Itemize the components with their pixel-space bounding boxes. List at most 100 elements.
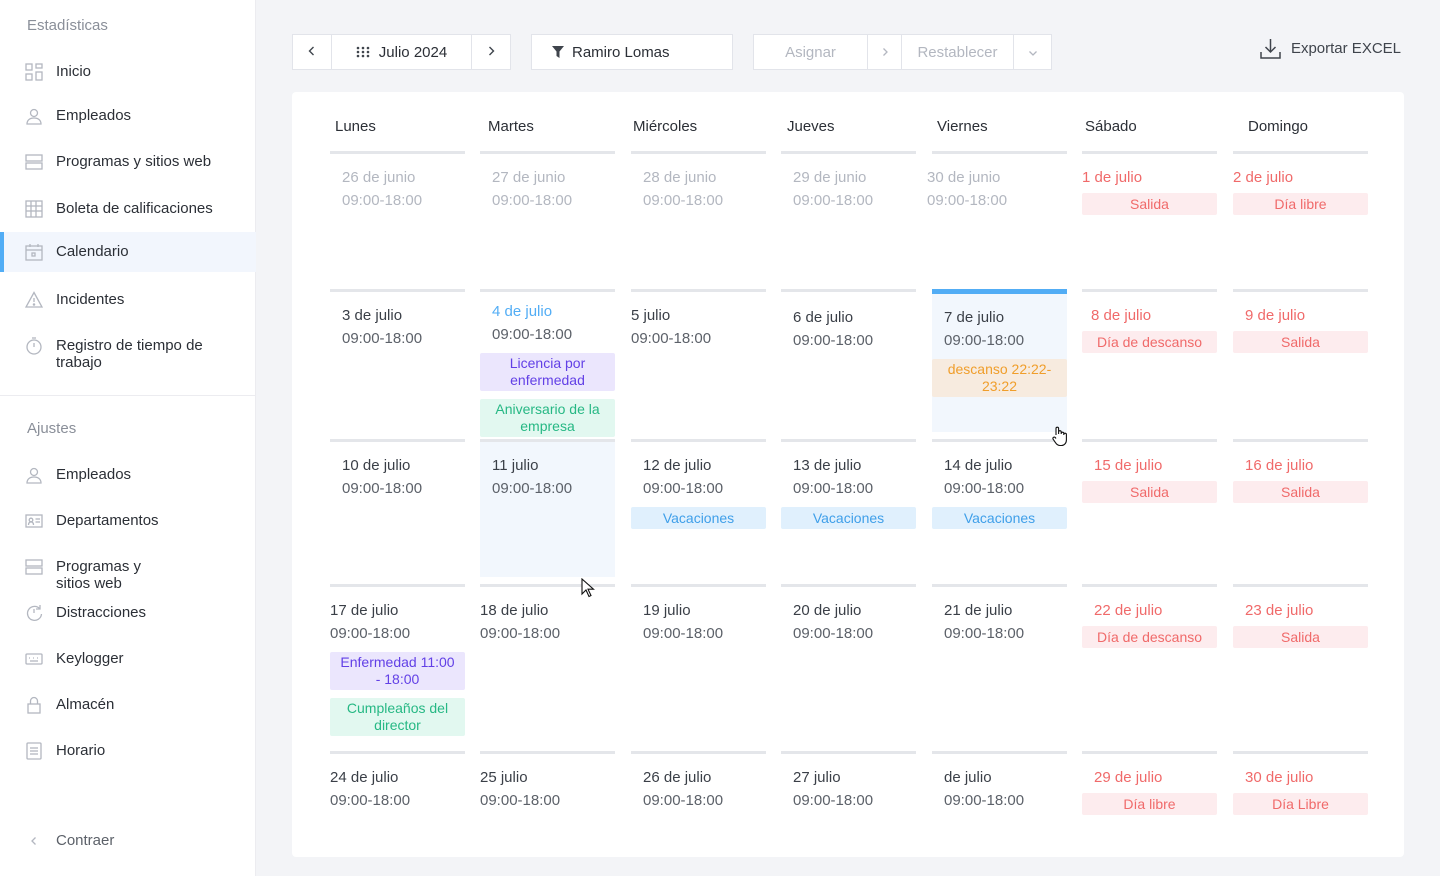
sidebar-item-ajustes-programas[interactable]: Programas y sitios web <box>0 557 256 597</box>
calendar-day-cell[interactable]: 13 de julio 09:00-18:00 Vacaciones <box>781 439 916 577</box>
calendar-day-cell[interactable]: 30 de julio Día Libre <box>1233 751 1368 850</box>
list-icon <box>24 557 44 577</box>
event-tag[interactable]: Enfermedad 11:00 - 18:00 <box>330 652 465 690</box>
event-tag[interactable]: Día Libre <box>1233 793 1368 815</box>
calendar-day-cell[interactable]: 16 de julio Salida <box>1233 439 1368 577</box>
calendar-day-cell[interactable]: 1 de julio Salida <box>1082 151 1217 282</box>
calendar-day-cell[interactable]: de julio 09:00-18:00 <box>932 751 1067 850</box>
sidebar-item-registro[interactable]: Registro de tiempo de trabajo <box>0 336 256 376</box>
calendar-day-cell[interactable]: 26 de junio 09:00-18:00 <box>330 151 465 282</box>
sidebar-item-keylogger[interactable]: Keylogger <box>0 649 256 669</box>
assign-next-button[interactable] <box>867 34 902 70</box>
event-tag[interactable]: Salida <box>1233 331 1368 353</box>
calendar-day-cell[interactable]: 15 de julio Salida <box>1082 439 1217 577</box>
event-tag[interactable]: Vacaciones <box>781 507 916 529</box>
calendar-day-cell[interactable]: 29 de junio 09:00-18:00 <box>781 151 916 282</box>
calendar-day-cell[interactable]: 22 de julio Día de descanso <box>1082 584 1217 744</box>
calendar-day-cell[interactable]: 24 de julio 09:00-18:00 <box>330 751 465 850</box>
day-date: 22 de julio <box>1094 602 1163 619</box>
sidebar-item-empleados[interactable]: Empleados <box>0 106 256 126</box>
weekday-header: Sábado <box>1085 118 1137 135</box>
event-tag[interactable]: Salida <box>1082 193 1217 215</box>
calendar-icon <box>24 242 44 262</box>
settings-section-title: Ajustes <box>27 420 77 437</box>
day-date: 29 de julio <box>1094 769 1163 786</box>
calendar-day-cell[interactable]: 30 de junio 09:00-18:00 <box>927 151 1067 282</box>
event-tag[interactable]: Cumpleaños del director <box>330 698 465 736</box>
event-tag[interactable]: Día libre <box>1233 193 1368 215</box>
calendar-day-cell[interactable]: 8 de julio Día de descanso <box>1082 289 1217 432</box>
list-icon <box>24 152 44 172</box>
reset-button[interactable]: Restablecer <box>901 34 1014 70</box>
event-tag[interactable]: Aniversario de la empresa <box>480 399 615 437</box>
event-tag[interactable]: Día de descanso <box>1082 331 1217 353</box>
day-date: 5 julio <box>631 307 671 324</box>
calendar-day-cell[interactable]: 26 de julio 09:00-18:00 <box>631 751 766 850</box>
sidebar-item-incidentes[interactable]: Incidentes <box>0 290 256 310</box>
calendar-day-cell[interactable]: 4 de julio 09:00-18:00 Licencia por enferm… <box>480 289 615 439</box>
month-selector[interactable]: Julio 2024 <box>331 34 472 70</box>
calendar-day-cell[interactable]: 7 de julio 09:00-18:00 descanso 22:22- 23:… <box>932 289 1067 432</box>
event-tag[interactable]: Día de descanso <box>1082 626 1217 648</box>
day-date: 19 julio <box>643 602 691 619</box>
sidebar-item-horario[interactable]: Horario <box>0 741 256 761</box>
calendar-day-cell[interactable]: 2 de julio Día libre <box>1233 151 1368 282</box>
sidebar-item-boleta[interactable]: Boleta de calificaciones <box>0 199 256 219</box>
calendar-day-cell[interactable]: 10 de julio 09:00-18:00 <box>330 439 465 577</box>
day-date: 24 de julio <box>330 769 399 786</box>
calendar-day-cell[interactable]: 29 de julio Día libre <box>1082 751 1217 850</box>
employee-filter-label: Ramiro Lomas <box>572 43 670 61</box>
chevron-right-icon <box>486 44 496 61</box>
clock-refresh-icon <box>24 603 44 623</box>
user-icon <box>24 106 44 126</box>
calendar-day-cell[interactable]: 18 de julio 09:00-18:00 <box>480 584 615 744</box>
calendar-day-cell[interactable]: 23 de julio Salida <box>1233 584 1368 744</box>
event-tag[interactable]: Vacaciones <box>631 507 766 529</box>
sidebar-item-departamentos[interactable]: Departamentos <box>0 511 256 531</box>
calendar-day-cell[interactable]: 27 julio 09:00-18:00 <box>781 751 916 850</box>
day-shift-time: 09:00-18:00 <box>342 330 423 347</box>
collapse-button[interactable]: Contraer <box>0 831 256 851</box>
calendar-day-cell[interactable]: 27 de junio 09:00-18:00 <box>480 151 615 282</box>
sidebar-item-inicio[interactable]: Inicio <box>0 62 256 82</box>
calendar-day-cell[interactable]: 25 julio 09:00-18:00 <box>480 751 615 850</box>
event-tag[interactable]: Licencia por enfermedad <box>480 353 615 391</box>
calendar-day-cell[interactable]: 14 de julio 09:00-18:00 Vacaciones <box>932 439 1067 577</box>
calendar-day-cell[interactable]: 21 de julio 09:00-18:00 <box>932 584 1067 744</box>
calendar-day-cell[interactable]: 28 de junio 09:00-18:00 <box>631 151 766 282</box>
sidebar-item-label: Departamentos <box>56 512 159 529</box>
calendar-day-cell[interactable]: 5 julio 09:00-18:00 <box>631 289 766 432</box>
next-month-button[interactable] <box>471 34 511 70</box>
calendar-day-cell[interactable]: 12 de julio 09:00-18:00 Vacaciones <box>631 439 766 577</box>
sidebar-item-calendario[interactable]: Calendario <box>0 232 256 272</box>
calendar-day-cell[interactable]: 6 de julio 09:00-18:00 <box>781 289 916 432</box>
prev-month-button[interactable] <box>292 34 332 70</box>
reset-dropdown-button[interactable] <box>1013 34 1052 70</box>
calendar-day-cell[interactable]: 17 de julio 09:00-18:00 Enfermedad 11:00 -… <box>330 584 465 744</box>
event-tag[interactable]: Día libre <box>1082 793 1217 815</box>
sidebar-item-almacen[interactable]: Almacén <box>0 695 256 715</box>
sidebar-item-ajustes-empleados[interactable]: Empleados <box>0 465 256 485</box>
calendar-day-cell[interactable]: 20 de julio 09:00-18:00 <box>781 584 916 744</box>
event-tag[interactable]: Salida <box>1233 626 1368 648</box>
calendar-day-cell[interactable]: 19 julio 09:00-18:00 <box>631 584 766 744</box>
sidebar-item-label: Keylogger <box>56 650 124 667</box>
export-excel-button[interactable]: Exportar EXCEL <box>1260 38 1401 59</box>
event-tag[interactable]: Salida <box>1082 481 1217 503</box>
weekday-header: Domingo <box>1248 118 1309 135</box>
lock-icon <box>24 695 44 715</box>
calendar-day-cell[interactable]: 11 julio 09:00-18:00 <box>480 439 615 577</box>
calendar-day-cell[interactable]: 9 de julio Salida <box>1233 289 1368 432</box>
event-tag[interactable]: Vacaciones <box>932 507 1067 529</box>
arrow-cursor-icon <box>581 578 595 598</box>
calendar-day-cell[interactable]: 3 de julio 09:00-18:00 <box>330 289 465 432</box>
employee-filter[interactable]: Ramiro Lomas <box>531 34 733 70</box>
day-date: 8 de julio <box>1091 307 1152 324</box>
sidebar-item-distracciones[interactable]: Distracciones <box>0 603 256 623</box>
event-tag[interactable]: descanso 22:22- 23:22 <box>932 359 1067 397</box>
event-tag[interactable]: Salida <box>1233 481 1368 503</box>
sidebar-item-programas[interactable]: Programas y sitios web <box>0 152 256 172</box>
day-date: 14 de julio <box>944 457 1013 474</box>
assign-button[interactable]: Asignar <box>753 34 868 70</box>
day-date: 17 de julio <box>330 602 399 619</box>
